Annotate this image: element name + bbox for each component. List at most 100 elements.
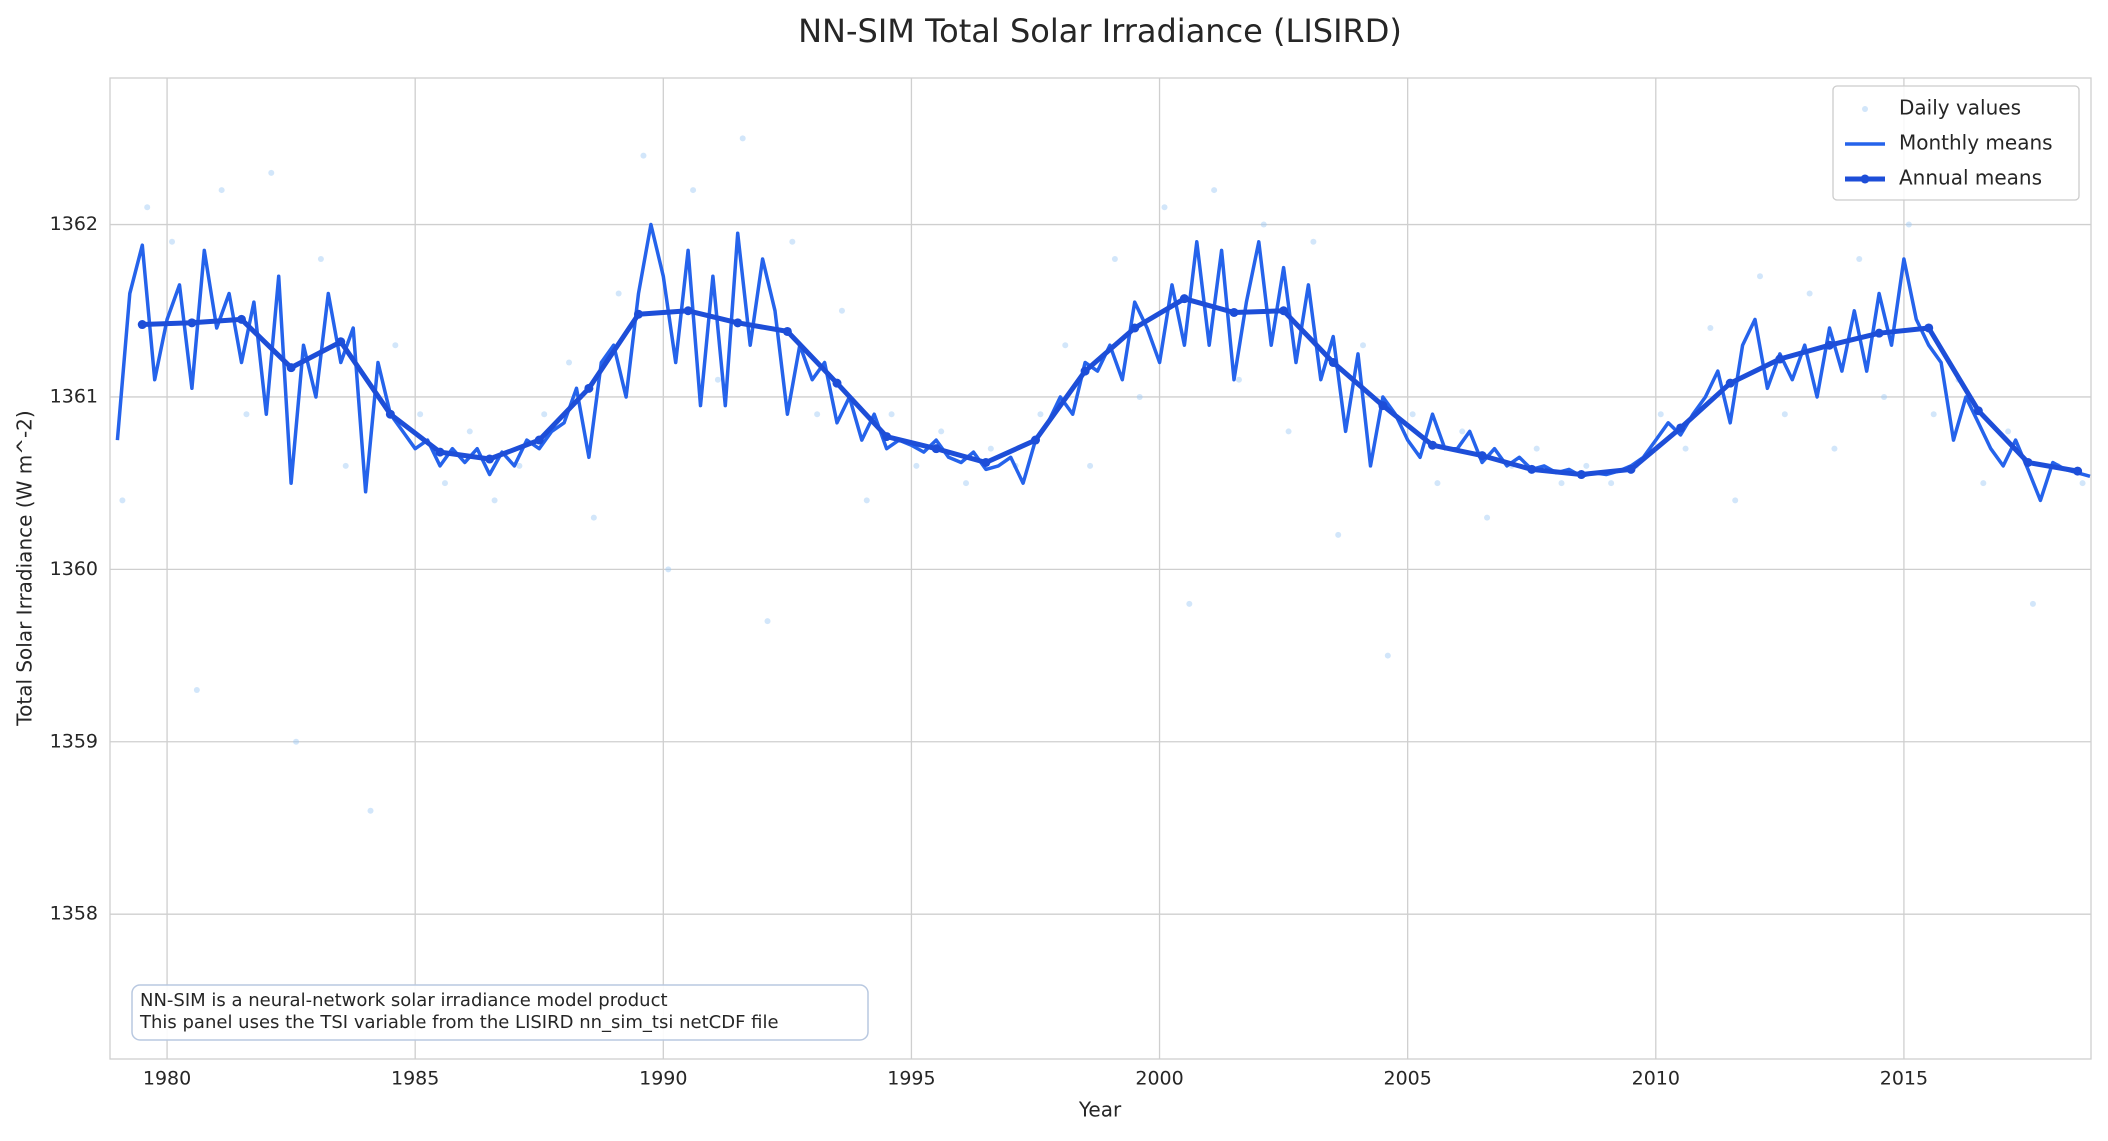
annual-marker bbox=[733, 318, 743, 328]
annotation-text: NN-SIM is a neural-network solar irradia… bbox=[140, 990, 668, 1011]
daily-point bbox=[1285, 428, 1292, 435]
annual-marker bbox=[1527, 464, 1537, 474]
daily-point bbox=[1657, 411, 1664, 418]
annual-marker bbox=[2073, 466, 2083, 476]
legend-label: Annual means bbox=[1899, 166, 2042, 190]
daily-point bbox=[838, 307, 845, 314]
daily-point bbox=[913, 462, 920, 469]
daily-point bbox=[640, 152, 647, 159]
daily-point bbox=[888, 411, 895, 418]
annual-marker bbox=[1030, 435, 1040, 445]
daily-point bbox=[367, 807, 374, 814]
daily-point bbox=[938, 428, 945, 435]
daily-point bbox=[119, 497, 126, 504]
annual-marker bbox=[1378, 401, 1388, 411]
daily-point bbox=[1111, 256, 1118, 263]
annual-marker bbox=[1775, 354, 1785, 364]
annual-marker bbox=[882, 432, 892, 442]
daily-point bbox=[441, 480, 448, 487]
legend-label: Monthly means bbox=[1899, 131, 2053, 155]
legend-swatch-marker bbox=[1860, 174, 1870, 184]
daily-point bbox=[1037, 411, 1044, 418]
daily-point bbox=[690, 187, 697, 194]
daily-point bbox=[1781, 411, 1788, 418]
annual-marker bbox=[1179, 294, 1189, 304]
annual-marker bbox=[1229, 307, 1239, 317]
daily-point bbox=[590, 514, 597, 521]
daily-point bbox=[764, 618, 771, 625]
annual-marker bbox=[2023, 457, 2033, 467]
x-tick-label: 1990 bbox=[639, 1068, 687, 1090]
daily-point bbox=[243, 411, 250, 418]
annual-marker bbox=[187, 318, 197, 328]
legend-box bbox=[1832, 85, 2080, 201]
daily-point bbox=[1905, 221, 1912, 228]
daily-point bbox=[193, 687, 200, 694]
x-tick-label: 2005 bbox=[1383, 1068, 1431, 1090]
daily-point bbox=[541, 411, 548, 418]
daily-point bbox=[1360, 342, 1367, 349]
daily-point bbox=[1211, 187, 1218, 194]
annual-marker bbox=[435, 447, 445, 457]
annual-marker bbox=[1824, 340, 1834, 350]
x-tick-label: 1995 bbox=[887, 1068, 935, 1090]
daily-point bbox=[1087, 462, 1094, 469]
daily-point bbox=[392, 342, 399, 349]
daily-point bbox=[466, 428, 473, 435]
x-tick-label: 2015 bbox=[1880, 1068, 1928, 1090]
y-tick-label: 1360 bbox=[50, 558, 98, 580]
daily-point bbox=[1384, 652, 1391, 659]
x-tick-label: 1985 bbox=[391, 1068, 439, 1090]
daily-point bbox=[2005, 428, 2012, 435]
daily-point bbox=[1707, 324, 1714, 331]
daily-point bbox=[293, 738, 300, 745]
annual-marker bbox=[1130, 323, 1140, 333]
annual-marker bbox=[336, 337, 346, 347]
annual-marker bbox=[1725, 378, 1735, 388]
annotation-box bbox=[131, 984, 869, 1041]
daily-point bbox=[1409, 411, 1416, 418]
annual-marker bbox=[584, 383, 594, 393]
daily-point bbox=[1881, 393, 1888, 400]
daily-point bbox=[169, 238, 176, 245]
annual-marker bbox=[485, 454, 495, 464]
daily-point bbox=[1608, 480, 1615, 487]
annotation-text: This panel uses the TSI variable from th… bbox=[139, 1012, 779, 1033]
y-tick-label: 1362 bbox=[50, 213, 98, 235]
daily-point bbox=[1161, 204, 1168, 211]
daily-point bbox=[218, 187, 225, 194]
daily-point bbox=[1186, 600, 1193, 607]
daily-point bbox=[1136, 393, 1143, 400]
daily-point bbox=[1757, 273, 1764, 280]
plot-area bbox=[115, 135, 2091, 814]
legend-label: Daily values bbox=[1899, 96, 2021, 120]
daily-point bbox=[144, 204, 151, 211]
daily-point bbox=[1235, 376, 1242, 383]
annual-marker bbox=[981, 457, 991, 467]
annual-marker bbox=[1924, 323, 1934, 333]
annual-marker bbox=[1973, 406, 1983, 416]
x-tick-label: 1980 bbox=[143, 1068, 191, 1090]
x-axis-label: Year bbox=[1078, 1098, 1122, 1122]
daily-point bbox=[1484, 514, 1491, 521]
daily-point bbox=[615, 290, 622, 297]
chart-title: NN-SIM Total Solar Irradiance (LISIRD) bbox=[798, 12, 1402, 50]
daily-point bbox=[268, 169, 275, 176]
daily-point bbox=[1732, 497, 1739, 504]
annual-marker bbox=[1427, 440, 1437, 450]
daily-point bbox=[789, 238, 796, 245]
y-tick-label: 1361 bbox=[50, 385, 98, 407]
daily-point bbox=[516, 462, 523, 469]
daily-point bbox=[2029, 600, 2036, 607]
daily-point bbox=[814, 411, 821, 418]
plot-frame bbox=[109, 77, 2092, 1060]
daily-point bbox=[1062, 342, 1069, 349]
daily-point bbox=[714, 376, 721, 383]
daily-point bbox=[1806, 290, 1813, 297]
annual-marker bbox=[832, 378, 842, 388]
annual-marker bbox=[137, 320, 147, 330]
annual-marker bbox=[237, 314, 247, 324]
daily-point bbox=[1459, 428, 1466, 435]
daily-point bbox=[1831, 445, 1838, 452]
